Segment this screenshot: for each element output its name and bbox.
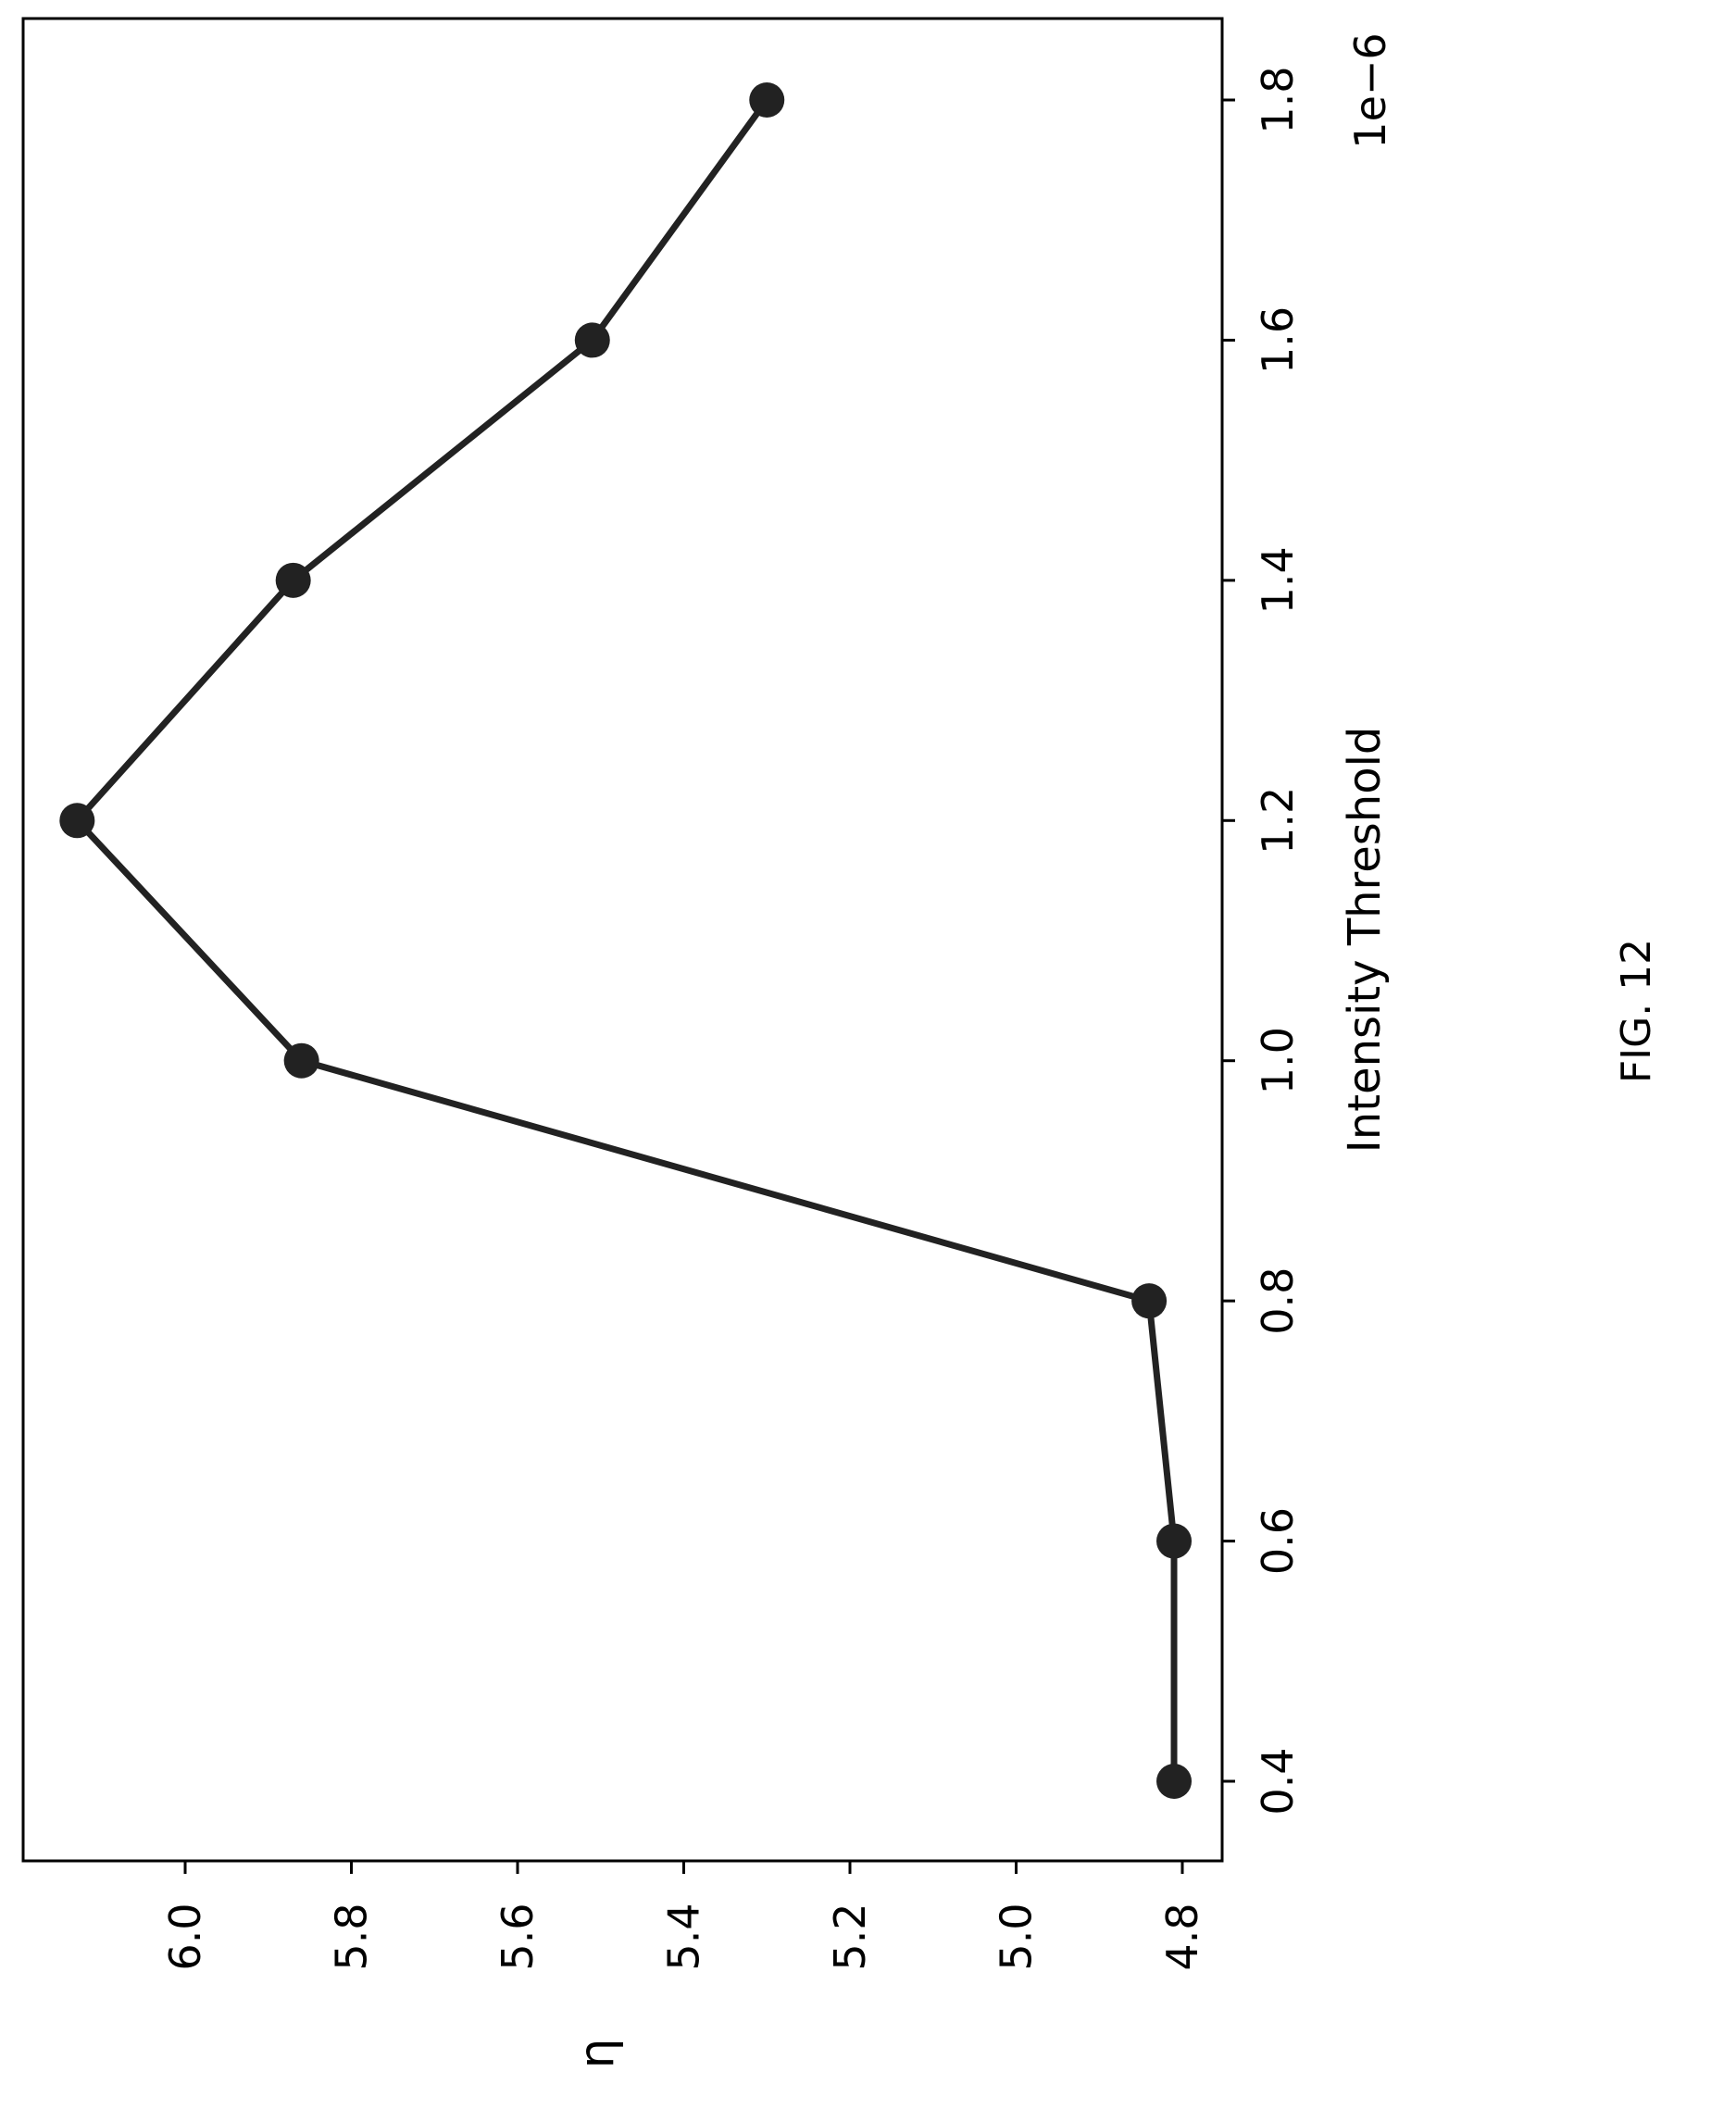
data-point [1156,1764,1193,1799]
series-line [73,97,1178,1781]
x-tick-label: 0.4 [1253,1747,1303,1815]
y-tick-label: 6.0 [160,1903,210,1970]
y-tick-label: 5.6 [493,1903,543,1970]
data-point [574,322,610,358]
data-point [59,803,95,839]
x-tick-label: 0.8 [1253,1267,1303,1335]
data-point [275,562,311,598]
x-tick-label: 1.2 [1253,787,1303,855]
plot-frame [21,17,1224,1863]
data-point [283,1042,319,1079]
x-axis-title: Intensity Threshold [1339,727,1391,1154]
x-tick-label: 1.8 [1253,66,1303,133]
chart-area: 0.4 0.6 0.8 1.0 1.2 1.4 1.6 1.8 4.8 5.0 5.2 5.4 5.6 5… [21,17,1395,2069]
x-tick-label: 1.4 [1253,546,1303,614]
y-tick-label: 4.8 [1157,1903,1207,1970]
data-point [1131,1283,1168,1319]
y-tick-label: 5.8 [327,1903,377,1970]
y-tick-label: 5.4 [659,1903,709,1970]
data-point [1156,1523,1193,1559]
y-tick-label: 5.0 [992,1903,1042,1970]
data-point [749,82,785,118]
x-tick-label: 1.0 [1253,1027,1303,1094]
x-tick-label: 0.6 [1253,1507,1303,1575]
x-offset-label: 1e−6 [1345,32,1395,148]
x-tick-label: 1.6 [1253,306,1303,374]
y-axis-title: η [569,2039,625,2069]
figure-caption: FIG. 12 [1613,939,1660,1083]
y-tick-label: 5.2 [825,1903,875,1970]
